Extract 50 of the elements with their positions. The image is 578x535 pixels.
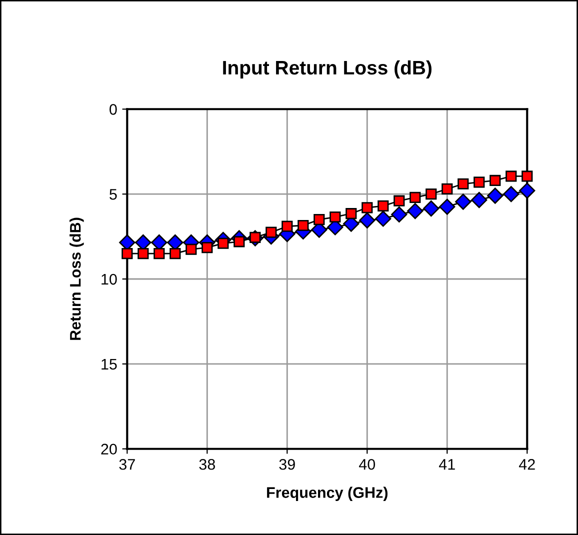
point bbox=[378, 200, 389, 212]
point bbox=[122, 248, 133, 260]
point bbox=[359, 212, 376, 228]
x-tick-label: 41 bbox=[438, 459, 455, 470]
y-axis-title: Return Loss (dB) bbox=[70, 218, 84, 340]
point bbox=[471, 192, 488, 208]
point bbox=[330, 211, 341, 223]
point bbox=[170, 248, 181, 260]
point bbox=[394, 195, 405, 206]
y-tick-label: 0 bbox=[110, 104, 117, 115]
y-tick-label: 10 bbox=[102, 274, 117, 285]
y-tick-label: 15 bbox=[102, 358, 117, 370]
x-tick-label: 39 bbox=[279, 458, 295, 470]
point bbox=[487, 188, 504, 204]
point bbox=[314, 214, 325, 226]
point bbox=[218, 238, 229, 249]
point bbox=[154, 248, 165, 260]
x-axis-title: Frequency (GHz) bbox=[267, 486, 388, 501]
point bbox=[410, 192, 421, 204]
point bbox=[346, 208, 357, 220]
point bbox=[407, 202, 424, 220]
point bbox=[138, 248, 149, 260]
point bbox=[442, 183, 453, 195]
point bbox=[234, 236, 245, 248]
point bbox=[522, 170, 533, 182]
point bbox=[362, 202, 373, 214]
point bbox=[506, 170, 517, 182]
chart-title: Input Return Loss (dB) bbox=[223, 60, 432, 78]
point bbox=[298, 220, 309, 232]
x-tick-label: 37 bbox=[119, 458, 135, 470]
x-tick-label: 38 bbox=[199, 458, 215, 470]
point bbox=[426, 188, 437, 200]
point bbox=[455, 194, 472, 210]
point bbox=[503, 186, 520, 202]
point bbox=[423, 200, 440, 217]
point bbox=[474, 176, 485, 188]
point bbox=[266, 226, 277, 238]
x-tick-label: 42 bbox=[518, 458, 535, 470]
point bbox=[490, 174, 501, 186]
point bbox=[439, 198, 456, 215]
point bbox=[186, 244, 197, 255]
point bbox=[391, 206, 408, 223]
point bbox=[202, 242, 213, 254]
y-tick-label: 5 bbox=[110, 189, 117, 200]
point bbox=[519, 182, 536, 199]
y-tick-label: 20 bbox=[101, 444, 117, 455]
x-tick-label: 40 bbox=[359, 458, 376, 470]
point bbox=[282, 220, 293, 232]
point bbox=[458, 178, 469, 190]
point bbox=[375, 210, 392, 227]
